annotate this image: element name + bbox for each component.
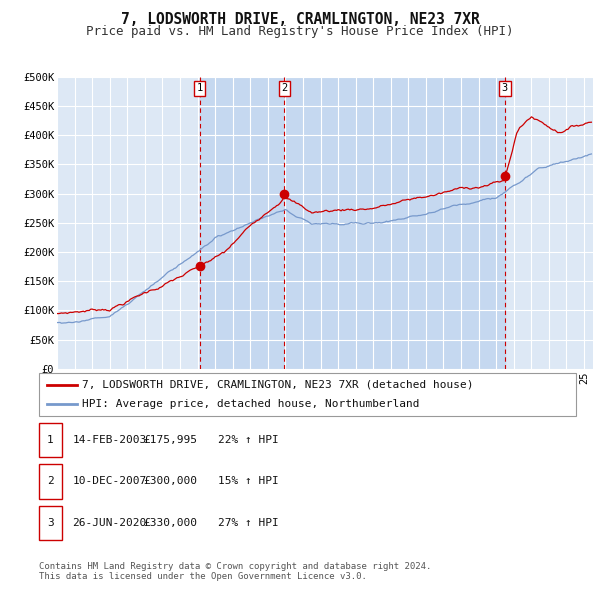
- Text: 7, LODSWORTH DRIVE, CRAMLINGTON, NE23 7XR: 7, LODSWORTH DRIVE, CRAMLINGTON, NE23 7X…: [121, 12, 479, 27]
- Text: 15% ↑ HPI: 15% ↑ HPI: [218, 477, 278, 486]
- Text: £330,000: £330,000: [143, 518, 197, 527]
- Bar: [284, 77, 505, 369]
- Text: 22% ↑ HPI: 22% ↑ HPI: [218, 435, 278, 445]
- Text: 26-JUN-2020: 26-JUN-2020: [73, 518, 147, 527]
- Text: 1: 1: [47, 435, 54, 445]
- Bar: [200, 77, 284, 369]
- Text: HPI: Average price, detached house, Northumberland: HPI: Average price, detached house, Nort…: [82, 399, 419, 409]
- Text: 27% ↑ HPI: 27% ↑ HPI: [218, 518, 278, 527]
- Text: 10-DEC-2007: 10-DEC-2007: [73, 477, 147, 486]
- Text: 2: 2: [47, 477, 54, 486]
- Text: 14-FEB-2003: 14-FEB-2003: [73, 435, 147, 445]
- Text: 2: 2: [281, 83, 287, 93]
- Text: 1: 1: [197, 83, 203, 93]
- Text: 7, LODSWORTH DRIVE, CRAMLINGTON, NE23 7XR (detached house): 7, LODSWORTH DRIVE, CRAMLINGTON, NE23 7X…: [82, 380, 473, 390]
- Text: 3: 3: [47, 518, 54, 527]
- Text: Contains HM Land Registry data © Crown copyright and database right 2024.
This d: Contains HM Land Registry data © Crown c…: [39, 562, 431, 581]
- Text: £300,000: £300,000: [143, 477, 197, 486]
- Text: 3: 3: [502, 83, 508, 93]
- Text: Price paid vs. HM Land Registry's House Price Index (HPI): Price paid vs. HM Land Registry's House …: [86, 25, 514, 38]
- Text: £175,995: £175,995: [143, 435, 197, 445]
